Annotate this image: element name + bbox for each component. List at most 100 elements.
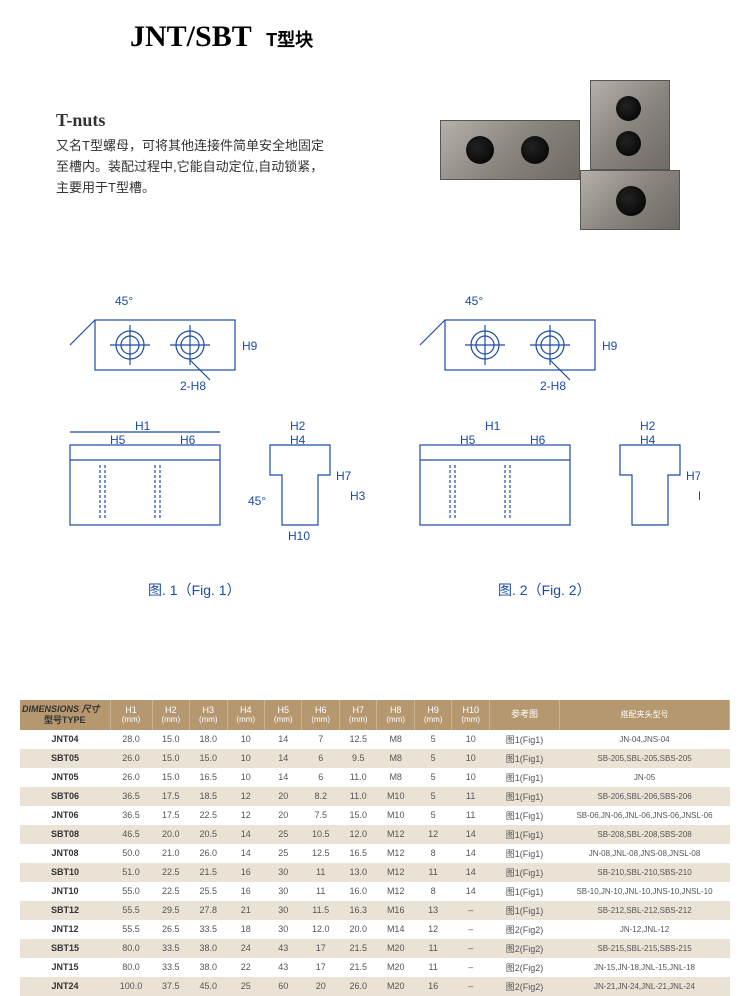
cell-h3: 25.5 xyxy=(190,882,227,901)
cell-match: JN-05 xyxy=(560,768,730,787)
cell-type: JNT06 xyxy=(20,806,110,825)
cell-type: SBT05 xyxy=(20,749,110,768)
table-row: JNT1055.022.525.516301116.0M12814图1(Fig1… xyxy=(20,882,730,901)
desc-line-1: 又名T型螺母，可将其他连接件简单安全地固定 xyxy=(56,138,324,153)
cell-h6: 12.0 xyxy=(302,920,339,939)
cell-h8: M16 xyxy=(377,901,414,920)
title-sub: T型块 xyxy=(266,30,313,50)
spec-table-wrap: DIMENSIONS 尺寸型号TYPE H1(mm) H2(mm) H3(mm)… xyxy=(20,700,730,996)
table-row: SBT0636.517.518.512208.211.0M10511图1(Fig… xyxy=(20,787,730,806)
cell-h9: 16 xyxy=(414,977,451,996)
cell-ref: 图1(Fig1) xyxy=(490,730,560,749)
hdr-h1: H1 xyxy=(113,705,150,716)
page-header: JNT/SBT T型块 xyxy=(130,20,313,54)
cell-h9: 12 xyxy=(414,920,451,939)
cell-match: SB-210,SBL-210,SBS-210 xyxy=(560,863,730,882)
cell-ref: 图2(Fig2) xyxy=(490,920,560,939)
cell-h1: 36.5 xyxy=(110,806,152,825)
cell-h8: M10 xyxy=(377,787,414,806)
cell-type: JNT24 xyxy=(20,977,110,996)
cell-h5: 14 xyxy=(265,768,302,787)
cell-h10: – xyxy=(452,901,490,920)
svg-text:H2: H2 xyxy=(640,419,656,433)
hdr-match: 搭配夹头型号 xyxy=(621,710,669,719)
hole-icon xyxy=(521,136,549,164)
hdr-h6: H6 xyxy=(304,705,336,716)
cell-h2: 21.0 xyxy=(152,844,189,863)
table-row: JNT0526.015.016.51014611.0M8510图1(Fig1)J… xyxy=(20,768,730,787)
svg-text:H7: H7 xyxy=(686,469,700,483)
cell-type: JNT15 xyxy=(20,958,110,977)
hdr-h1-unit: (mm) xyxy=(113,715,150,725)
svg-text:H3: H3 xyxy=(350,489,366,503)
cell-h5: 43 xyxy=(265,958,302,977)
cell-h4: 24 xyxy=(227,939,264,958)
cell-type: SBT06 xyxy=(20,787,110,806)
hdr-h4-unit: (mm) xyxy=(230,715,262,725)
cell-h9: 11 xyxy=(414,863,451,882)
svg-text:H6: H6 xyxy=(530,433,546,447)
fig2-caption: 图. 2（Fig. 2） xyxy=(498,580,591,600)
cell-ref: 图2(Fig2) xyxy=(490,977,560,996)
svg-text:H1: H1 xyxy=(135,419,151,433)
cell-h5: 25 xyxy=(265,825,302,844)
hdr-h5: H5 xyxy=(267,705,299,716)
hdr-h10: H10 xyxy=(454,705,487,716)
cell-h5: 30 xyxy=(265,920,302,939)
cell-ref: 图1(Fig1) xyxy=(490,768,560,787)
cell-h7: 12.5 xyxy=(339,730,376,749)
svg-text:H5: H5 xyxy=(460,433,476,447)
cell-h2: 22.5 xyxy=(152,882,189,901)
cell-h3: 33.5 xyxy=(190,920,227,939)
cell-h3: 38.0 xyxy=(190,958,227,977)
cell-h9: 13 xyxy=(414,901,451,920)
cell-h8: M8 xyxy=(377,768,414,787)
hdr-dimensions: DIMENSIONS 尺寸 xyxy=(22,704,108,714)
cell-h3: 18.5 xyxy=(190,787,227,806)
cell-h5: 25 xyxy=(265,844,302,863)
cell-h7: 13.0 xyxy=(339,863,376,882)
cell-h8: M20 xyxy=(377,939,414,958)
cell-h10: 14 xyxy=(452,825,490,844)
tnut-shape-1 xyxy=(440,120,580,180)
cell-h5: 14 xyxy=(265,730,302,749)
cell-h2: 15.0 xyxy=(152,768,189,787)
cell-match: SB-06,JN-06,JNL-06,JNS-06,JNSL-06 xyxy=(560,806,730,825)
cell-h4: 25 xyxy=(227,977,264,996)
cell-h1: 26.0 xyxy=(110,749,152,768)
cell-ref: 图1(Fig1) xyxy=(490,844,560,863)
hdr-h10-unit: (mm) xyxy=(454,715,487,725)
cell-h2: 17.5 xyxy=(152,806,189,825)
cell-h10: 11 xyxy=(452,806,490,825)
cell-h6: 11.5 xyxy=(302,901,339,920)
svg-text:H6: H6 xyxy=(180,433,196,447)
cell-h7: 16.0 xyxy=(339,882,376,901)
fig1-caption: 图. 1（Fig. 1） xyxy=(148,580,241,600)
cell-h7: 16.5 xyxy=(339,844,376,863)
cell-h8: M12 xyxy=(377,863,414,882)
hdr-h4: H4 xyxy=(230,705,262,716)
cell-match: JN-04,JNS-04 xyxy=(560,730,730,749)
cell-h8: M12 xyxy=(377,882,414,901)
table-row: SBT0846.520.020.5142510.512.0M121214图1(F… xyxy=(20,825,730,844)
table-row: JNT0850.021.026.0142512.516.5M12814图1(Fi… xyxy=(20,844,730,863)
cell-h1: 55.0 xyxy=(110,882,152,901)
table-row: JNT24100.037.545.025602026.0M2016–图2(Fig… xyxy=(20,977,730,996)
cell-h2: 37.5 xyxy=(152,977,189,996)
cell-h1: 55.5 xyxy=(110,920,152,939)
cell-h7: 20.0 xyxy=(339,920,376,939)
cell-h3: 15.0 xyxy=(190,749,227,768)
table-row: SBT1580.033.538.024431721.5M2011–图2(Fig2… xyxy=(20,939,730,958)
table-body: JNT0428.015.018.01014712.5M8510图1(Fig1)J… xyxy=(20,730,730,996)
cell-h8: M20 xyxy=(377,958,414,977)
cell-h10: 14 xyxy=(452,882,490,901)
cell-match: SB-205,SBL-205,SBS-205 xyxy=(560,749,730,768)
desc-line-3: 主要用于T型槽。 xyxy=(56,180,155,195)
svg-text:H9: H9 xyxy=(242,339,258,353)
cell-h5: 20 xyxy=(265,806,302,825)
cell-match: JN-21,JN-24,JNL-21,JNL-24 xyxy=(560,977,730,996)
cell-h7: 15.0 xyxy=(339,806,376,825)
cell-h6: 11 xyxy=(302,863,339,882)
tnut-shape-3 xyxy=(580,170,680,230)
cell-h7: 26.0 xyxy=(339,977,376,996)
